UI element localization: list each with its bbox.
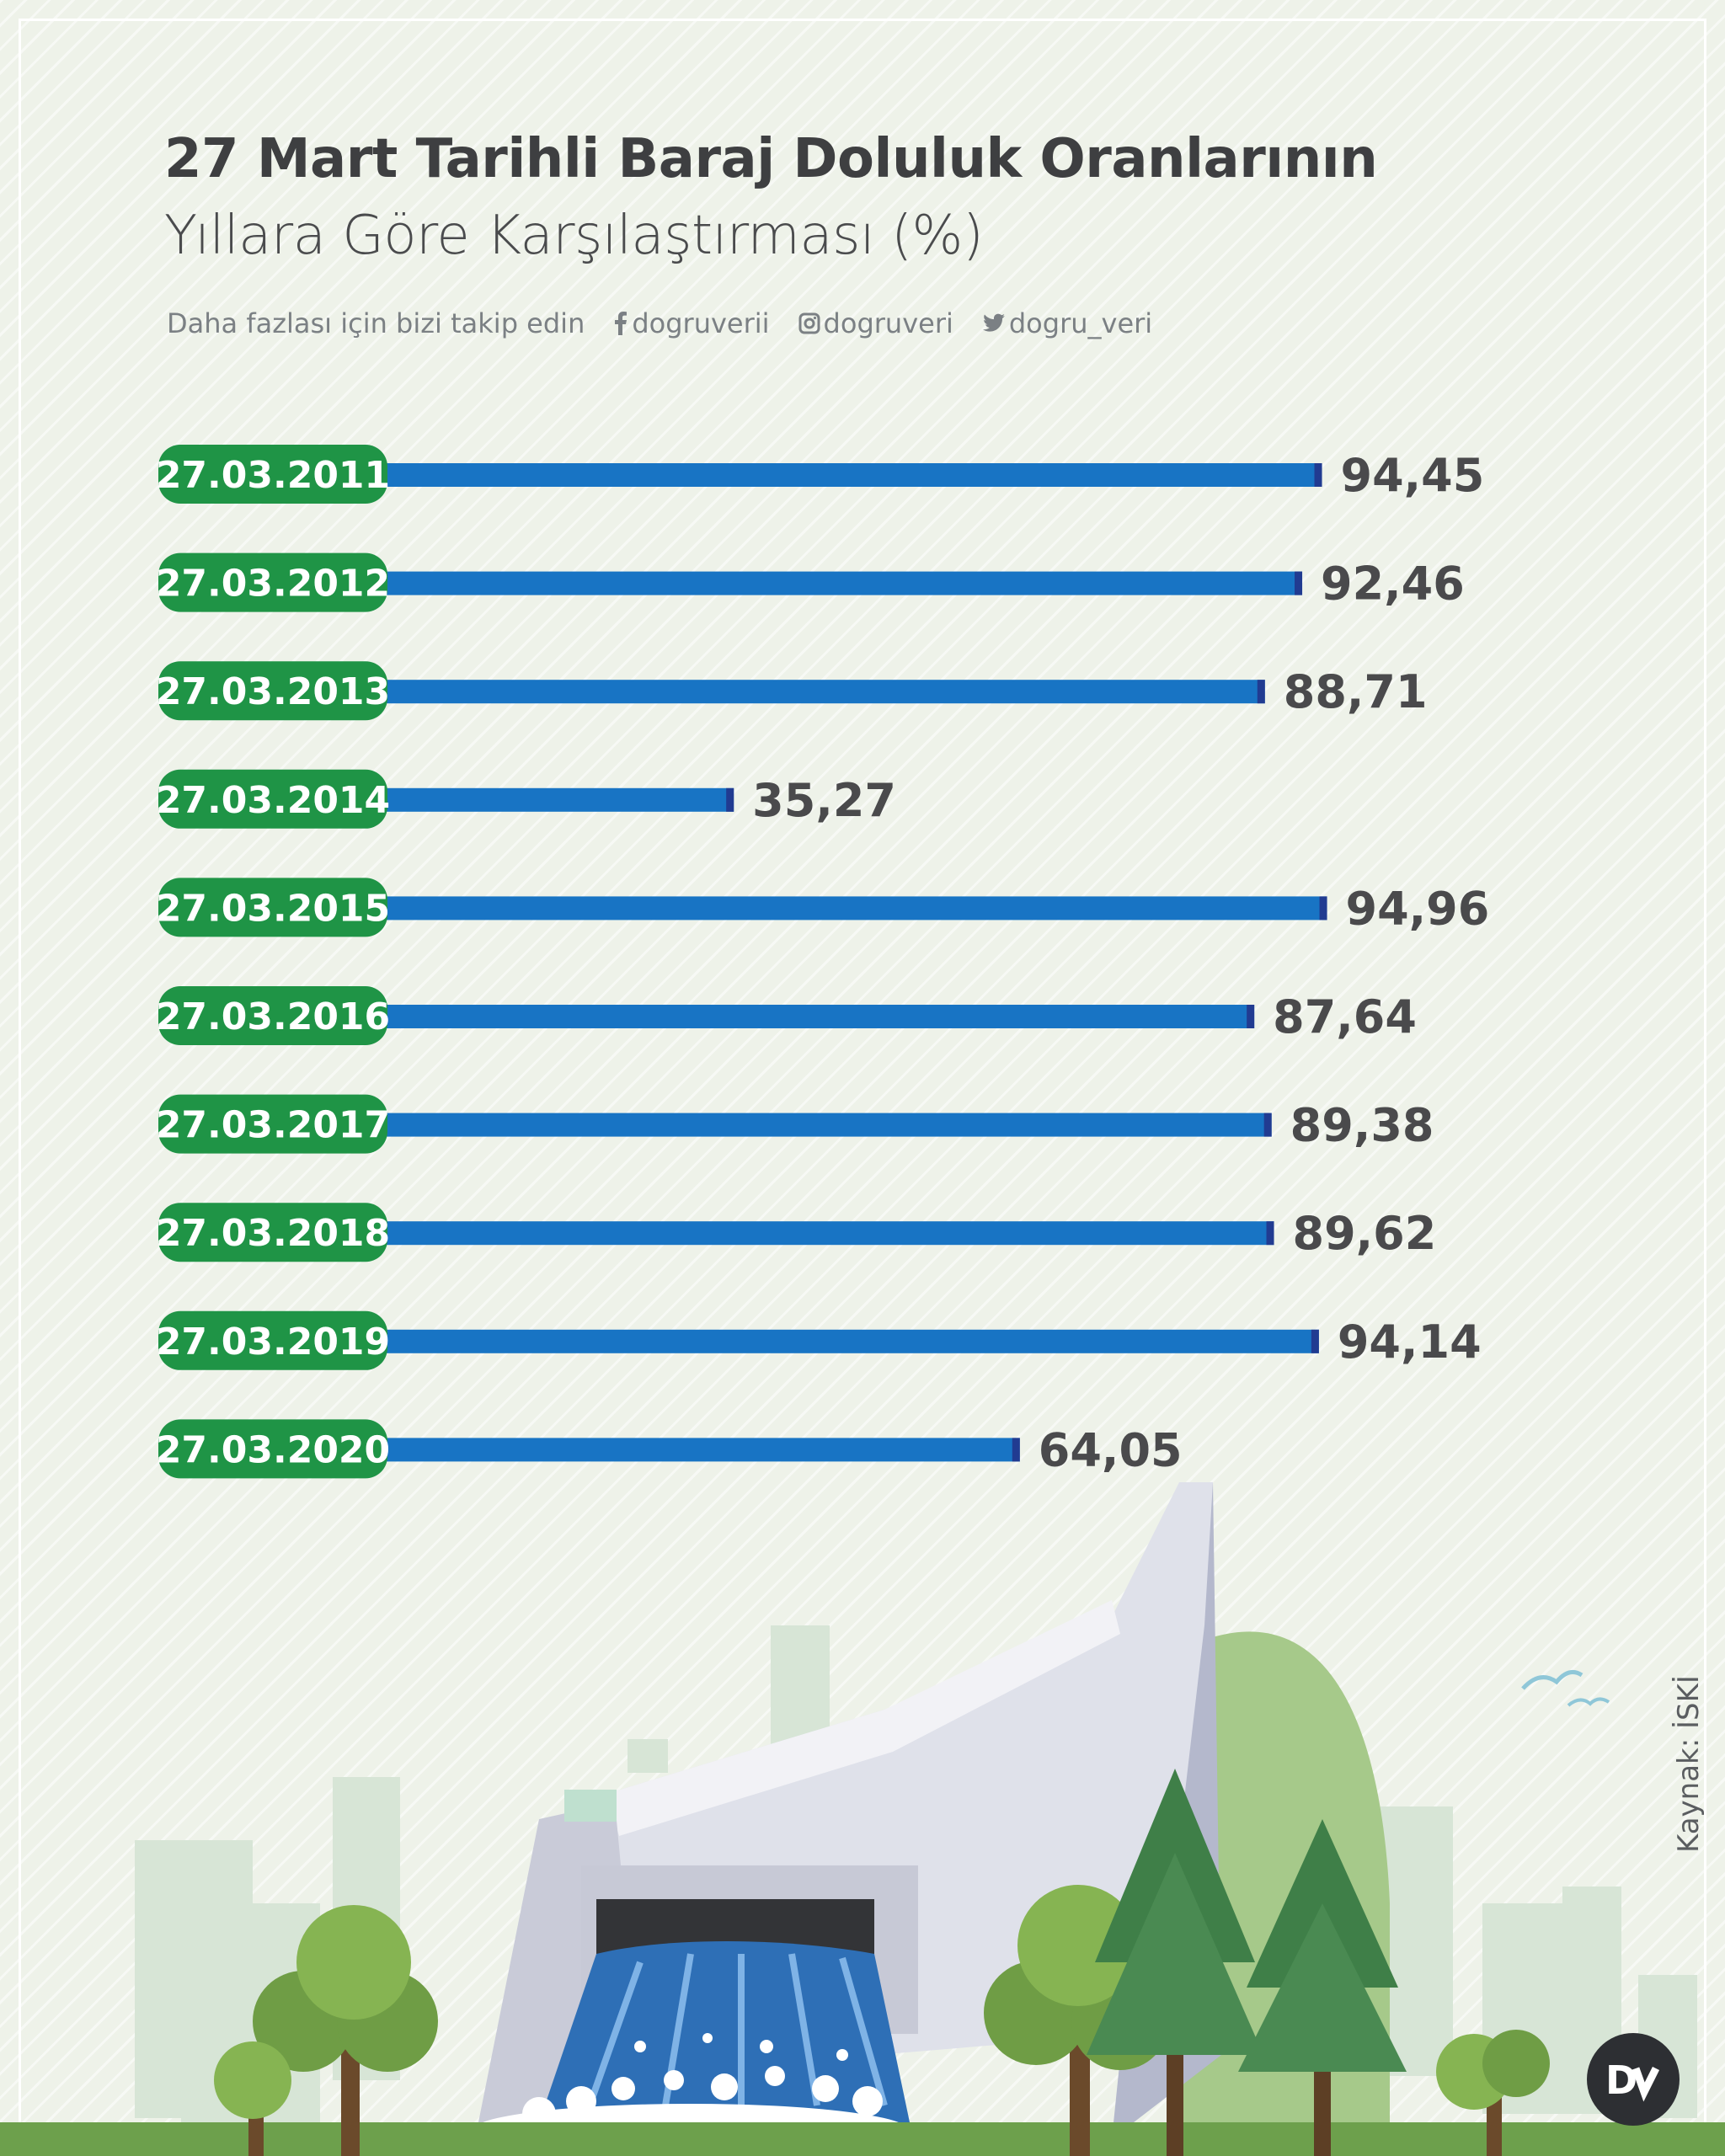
dam-landscape-illustration (0, 1482, 1725, 2156)
bar-end-cap (1266, 1221, 1274, 1246)
tree (253, 1905, 438, 2156)
value-label: 92,46 (1321, 558, 1465, 611)
twitter-link[interactable]: dogru_veri (982, 307, 1152, 339)
category-pill (158, 552, 387, 612)
facebook-icon (615, 312, 628, 335)
category-label: 27.03.2011 (156, 454, 390, 497)
bar-row: 27.03.2016 87,64 (156, 986, 1417, 1045)
bar-end-cap (726, 787, 734, 812)
bird-icon (1567, 1697, 1610, 1707)
bar-row: 27.03.2019 94,14 (156, 1310, 1482, 1370)
category-pill (158, 661, 387, 721)
bar (375, 1113, 1272, 1137)
bar (375, 1329, 1319, 1353)
value-label: 89,62 (1293, 1207, 1437, 1260)
pine-tree (1238, 1819, 1407, 2156)
category-pill (158, 1203, 387, 1262)
dv-logo-icon: D (1587, 2033, 1680, 2126)
ground (0, 2122, 1725, 2156)
value-label: 94,96 (1346, 882, 1490, 935)
tree (214, 2041, 291, 2156)
bar (375, 571, 1303, 595)
bar-row: 27.03.2011 94,45 (156, 445, 1485, 504)
instagram-handle: dogruveri (823, 307, 953, 339)
facebook-link[interactable]: dogruverii (613, 307, 770, 339)
bar-end-cap (1257, 680, 1265, 704)
category-pill (158, 878, 387, 937)
category-label: 27.03.2017 (156, 1104, 390, 1147)
source-note: Kaynak: İSKİ (1672, 1675, 1706, 1853)
bar (375, 896, 1327, 921)
bar-end-cap (1319, 896, 1327, 921)
bar-row: 27.03.2012 92,46 (156, 552, 1465, 612)
category-label: 27.03.2015 (156, 887, 390, 930)
title-bold-part: Baraj Doluluk Oranlarının (617, 128, 1378, 190)
bar-end-cap (1311, 1329, 1319, 1353)
bar-end-cap (1263, 1113, 1272, 1137)
value-label: 94,14 (1338, 1315, 1482, 1369)
chart-title: 27 Mart Tarihli Baraj Doluluk Oranlarını… (164, 128, 1378, 190)
category-pill (158, 1094, 387, 1154)
category-pill (158, 769, 387, 829)
instagram-link[interactable]: dogruveri (798, 307, 953, 339)
category-pill (158, 986, 387, 1045)
instagram-icon (798, 312, 820, 334)
bar (375, 787, 734, 812)
bird-icon (1521, 1669, 1583, 1690)
bar (375, 680, 1265, 704)
category-label: 27.03.2012 (156, 563, 390, 606)
water-stream (586, 1953, 888, 2107)
category-pill (158, 1310, 387, 1370)
follow-bar: Daha fazlası için bizi takip edin dogruv… (167, 307, 1152, 339)
bar-row: 27.03.2014 35,27 (156, 769, 896, 829)
category-label: 27.03.2016 (156, 995, 390, 1038)
dam-top-band (606, 1600, 1120, 1836)
chart-subtitle: Yıllara Göre Karşılaştırması (%) (164, 205, 984, 267)
bar-row: 27.03.2020 64,05 (156, 1419, 1183, 1479)
bar (375, 1438, 1020, 1462)
category-label: 27.03.2014 (156, 779, 390, 822)
value-label: 35,27 (752, 774, 896, 827)
twitter-handle: dogru_veri (1008, 307, 1153, 339)
bar (375, 1221, 1274, 1246)
category-label: 27.03.2013 (156, 670, 390, 713)
bar-row: 27.03.2015 94,96 (156, 878, 1490, 937)
pine-tree (1087, 1769, 1263, 2156)
follow-text: Daha fazlası için bizi takip edin (167, 307, 585, 339)
twitter-icon (982, 313, 1005, 332)
bar (375, 1005, 1255, 1028)
value-label: 88,71 (1284, 665, 1428, 718)
bar-end-cap (1247, 1005, 1255, 1028)
category-pill (158, 445, 387, 504)
category-label: 27.03.2018 (156, 1212, 390, 1255)
value-label: 89,38 (1290, 1099, 1434, 1152)
svg-text:D: D (1605, 2057, 1637, 2103)
facebook-handle: dogruverii (632, 307, 770, 339)
title-date-part: 27 Mart Tarihli (164, 128, 618, 190)
bar-end-cap (1314, 463, 1322, 487)
bar-end-cap (1295, 571, 1303, 595)
bar-chart: 27.03.2011 94,45 27.03.2012 92,46 27.03.2013… (156, 445, 1490, 1479)
bar-row: 27.03.2018 89,62 (156, 1203, 1437, 1262)
bar-row: 27.03.2017 89,38 (156, 1094, 1434, 1154)
category-label: 27.03.2019 (156, 1321, 390, 1364)
category-pill (158, 1419, 387, 1479)
bar-end-cap (1012, 1438, 1020, 1462)
value-label: 87,64 (1273, 990, 1417, 1043)
dam-cap (564, 1790, 617, 1822)
value-label: 94,45 (1341, 449, 1485, 502)
category-label: 27.03.2020 (156, 1428, 390, 1471)
bar (375, 463, 1322, 487)
value-label: 64,05 (1039, 1423, 1183, 1476)
bar-row: 27.03.2013 88,71 (156, 661, 1428, 721)
tree (1436, 2030, 1550, 2156)
